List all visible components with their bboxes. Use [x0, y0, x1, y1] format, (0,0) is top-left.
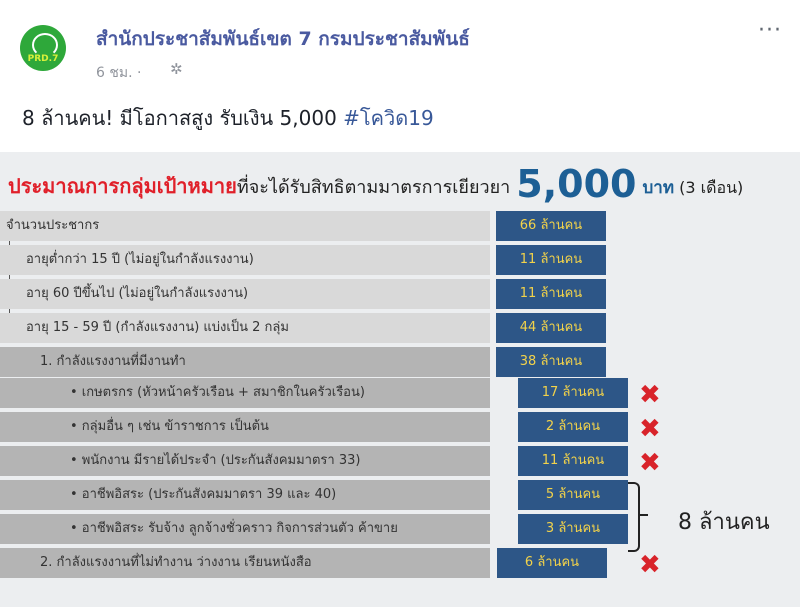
broadcast-icon [32, 33, 58, 57]
row-label: อายุ 15 - 59 ปี (กำลังแรงงาน) แบ่งเป็น 2… [0, 313, 490, 343]
x-mark-icon: ✖ [639, 380, 661, 410]
title-amount: 5,000 [516, 162, 637, 206]
row-label: • อาชีพอิสระ รับจ้าง ลูกจ้างชั่วคราว กิจ… [0, 514, 490, 544]
globe-gear-icon: ✲ [170, 60, 183, 78]
row-value: 11 ล้านคน [496, 245, 606, 275]
row-label: 1. กำลังแรงงานที่มีงานทำ [0, 347, 490, 377]
row-label: • เกษตรกร (หัวหน้าครัวเรือน + สมาชิกในคร… [0, 378, 490, 408]
x-mark-icon: ✖ [639, 550, 661, 580]
row-value: 3 ล้านคน [518, 514, 628, 544]
title-red: ประมาณการกลุ่มเป้าหมาย [8, 174, 237, 198]
row-label: อายุต่ำกว่า 15 ปี (ไม่อยู่ในกำลังแรงงาน) [0, 245, 490, 275]
page-avatar[interactable]: PRD.7 [20, 25, 66, 71]
brace-tick [640, 514, 648, 516]
row-value: 44 ล้านคน [496, 313, 606, 343]
row-value: 2 ล้านคน [518, 412, 628, 442]
row-label: จำนวนประชากร [0, 211, 490, 241]
brace [628, 482, 640, 552]
x-mark-icon: ✖ [639, 414, 661, 444]
row-value: 17 ล้านคน [518, 378, 628, 408]
row-label: อายุ 60 ปีขึ้นไป (ไม่อยู่ในกำลังแรงงาน) [0, 279, 490, 309]
eligible-total: 8 ล้านคน [678, 510, 770, 535]
post-body: 8 ล้านคน! มีโอกาสสูง รับเงิน 5,000 [22, 106, 344, 130]
row-value: 66 ล้านคน [496, 211, 606, 241]
post-timestamp[interactable]: 6 ชม. · [96, 65, 142, 81]
row-value: 11 ล้านคน [496, 279, 606, 309]
title-period: (3 เดือน) [679, 178, 744, 197]
row-value: 38 ล้านคน [496, 347, 606, 377]
page-name-link[interactable]: สำนักประชาสัมพันธ์เขต 7 กรมประชาสัมพันธ์ [96, 28, 470, 50]
hashtag-link[interactable]: #โควิด19 [343, 106, 434, 130]
row-value: 6 ล้านคน [497, 548, 607, 578]
title-unit: บาท [642, 178, 675, 198]
row-label: • อาชีพอิสระ (ประกันสังคมมาตรา 39 และ 40… [0, 480, 490, 510]
row-label: • กลุ่มอื่น ๆ เช่น ข้าราชการ เป็นต้น [0, 412, 490, 442]
infographic-title: ประมาณการกลุ่มเป้าหมายที่จะได้รับสิทธิตา… [8, 162, 743, 206]
x-mark-icon: ✖ [639, 448, 661, 478]
row-label: • พนักงาน มีรายได้ประจำ (ประกันสังคมมาตร… [0, 446, 490, 476]
row-label: 2. กำลังแรงงานที่ไม่ทำงาน ว่างงาน เรียนห… [0, 548, 490, 578]
post-text: 8 ล้านคน! มีโอกาสสูง รับเงิน 5,000 #โควิ… [22, 102, 434, 134]
more-options-icon[interactable]: ··· [758, 18, 782, 43]
row-value: 5 ล้านคน [518, 480, 628, 510]
title-black: ที่จะได้รับสิทธิตามมาตรการเยียวยา [236, 177, 511, 198]
avatar-logo-text: PRD.7 [27, 54, 59, 64]
row-value: 11 ล้านคน [518, 446, 628, 476]
